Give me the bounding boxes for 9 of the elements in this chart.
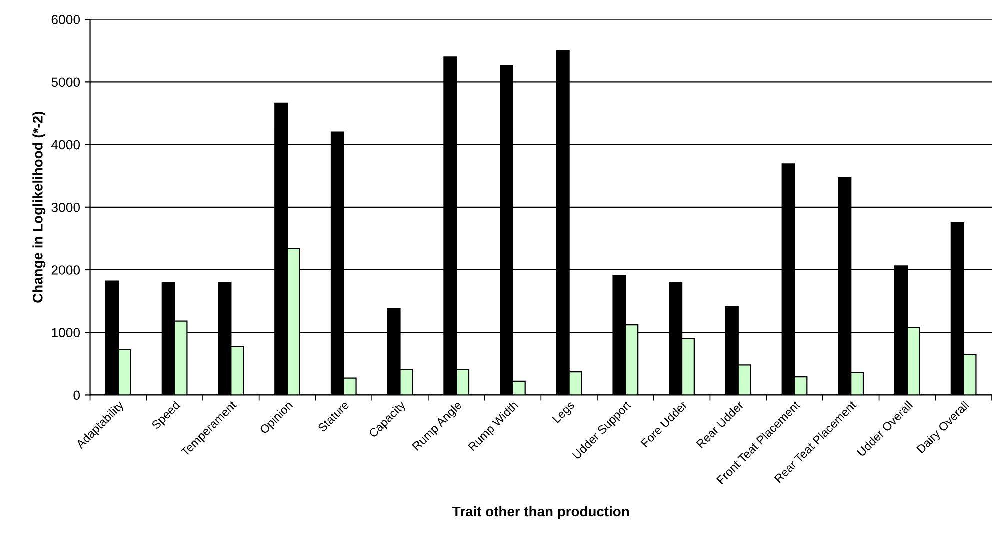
x-axis-title: Trait other than production — [452, 506, 630, 520]
y-tick-label: 3000 — [52, 202, 80, 212]
y-tick-label: 1000 — [52, 328, 80, 338]
y-axis-title: Change in Loglikelihood (*-2) — [32, 112, 46, 303]
y-tick-label: 4000 — [52, 140, 80, 150]
y-tick-label: 0 — [74, 390, 80, 400]
y-tick-label: 6000 — [52, 15, 80, 24]
y-tick-label: 2000 — [52, 266, 80, 275]
y-tick-label: 5000 — [52, 78, 80, 88]
